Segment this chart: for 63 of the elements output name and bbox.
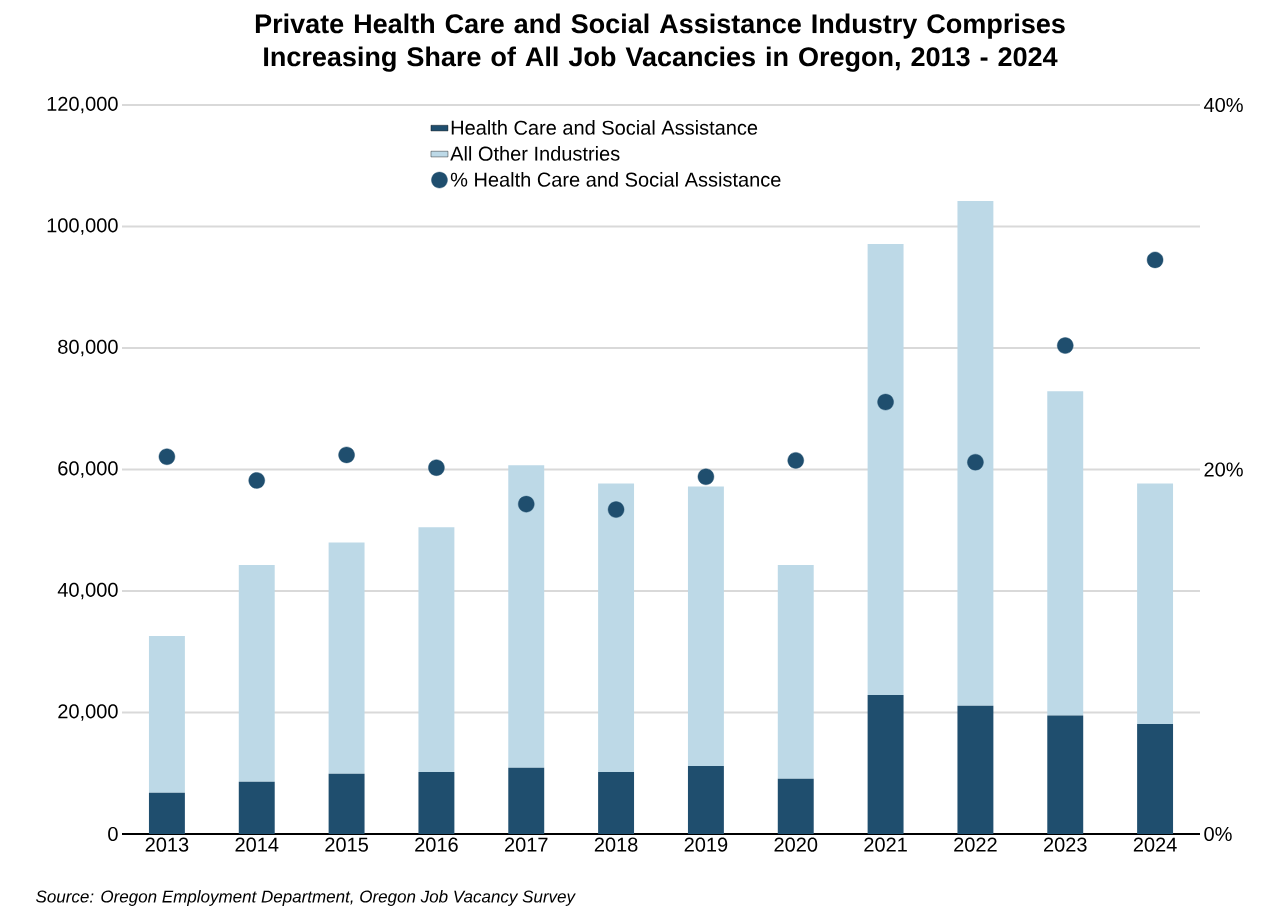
- x-tick-label: 2022: [954, 837, 997, 852]
- bar: [1137, 483, 1174, 725]
- bar: [957, 705, 994, 834]
- bar: [687, 765, 724, 834]
- y-tick-label: 80,000: [58, 339, 118, 357]
- bar: [598, 772, 635, 834]
- point: [1057, 337, 1074, 354]
- bar: [598, 483, 635, 773]
- bar: [1137, 724, 1174, 834]
- y-tick-label: 120,000: [47, 96, 118, 114]
- bar: [328, 773, 365, 834]
- source-note: Source: Oregon Employment Department, Oregon Job Vacancy Survey: [36, 890, 576, 906]
- point: [428, 459, 445, 476]
- y-tick-label: 0: [108, 826, 118, 842]
- point: [1146, 251, 1164, 269]
- point: [607, 501, 625, 518]
- bar: [418, 772, 455, 834]
- legend-label: All Other Industries: [450, 146, 620, 161]
- y2-tick-label: 0%: [1204, 826, 1232, 842]
- x-tick-label: 2024: [1133, 837, 1177, 852]
- chart-title: Private Health Care and Social Assistance Industry Comprises Increasing Share of All Job Vacancies in Oregon, 2013 - 2024: [255, 13, 1065, 72]
- y-tick-label: 100,000: [47, 218, 118, 235]
- bar: [148, 635, 185, 793]
- bar: [418, 527, 455, 773]
- bar: [1047, 391, 1084, 716]
- y2-tick-label: 40%: [1203, 97, 1243, 113]
- x-tick-label: 2020: [774, 837, 818, 852]
- point: [338, 446, 355, 464]
- x-tick-label: 2017: [505, 837, 548, 852]
- y2-tick-label: 20%: [1204, 462, 1243, 477]
- bar: [687, 486, 724, 766]
- legend-label: % Health Care and Social Assistance: [450, 172, 781, 187]
- point: [248, 472, 265, 489]
- x-tick-label: 2019: [684, 837, 728, 852]
- point: [787, 452, 804, 469]
- x-tick-label: 2013: [145, 837, 189, 852]
- bar: [238, 564, 275, 782]
- x-tick-label: 2014: [235, 837, 279, 852]
- point: [877, 393, 894, 411]
- x-tick-label: 2023: [1044, 837, 1087, 852]
- point: [697, 468, 715, 485]
- y-tick-label: 40,000: [57, 582, 118, 600]
- point: [158, 448, 176, 465]
- legend-label: Health Care and Social Assistance: [451, 120, 758, 135]
- bar: [148, 792, 185, 834]
- bar: [328, 542, 365, 774]
- y-tick-label: 20,000: [58, 704, 118, 721]
- point: [967, 454, 984, 471]
- bar: [508, 767, 545, 834]
- x-tick-label: 2016: [415, 837, 458, 852]
- x-tick-label: 2015: [325, 837, 368, 852]
- bar: [777, 778, 814, 834]
- bar: [957, 200, 994, 706]
- x-tick-label: 2021: [864, 837, 907, 852]
- bar: [867, 244, 904, 695]
- bar: [1047, 715, 1084, 834]
- bar: [777, 564, 814, 779]
- x-tick-label: 2018: [594, 837, 638, 852]
- point: [518, 495, 535, 513]
- bar: [508, 465, 545, 768]
- bar: [238, 781, 275, 834]
- y-tick-label: 60,000: [58, 461, 118, 478]
- bar: [867, 694, 904, 834]
